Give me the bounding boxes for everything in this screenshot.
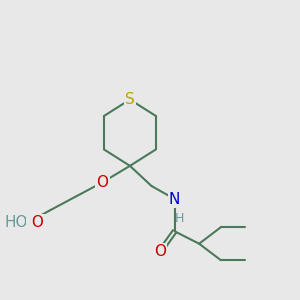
Text: H: H	[175, 212, 184, 225]
Text: S: S	[125, 92, 135, 107]
Text: N: N	[169, 191, 180, 206]
Text: HO: HO	[4, 215, 28, 230]
Text: O: O	[154, 244, 166, 259]
Text: O: O	[27, 215, 44, 230]
Text: O: O	[97, 175, 109, 190]
